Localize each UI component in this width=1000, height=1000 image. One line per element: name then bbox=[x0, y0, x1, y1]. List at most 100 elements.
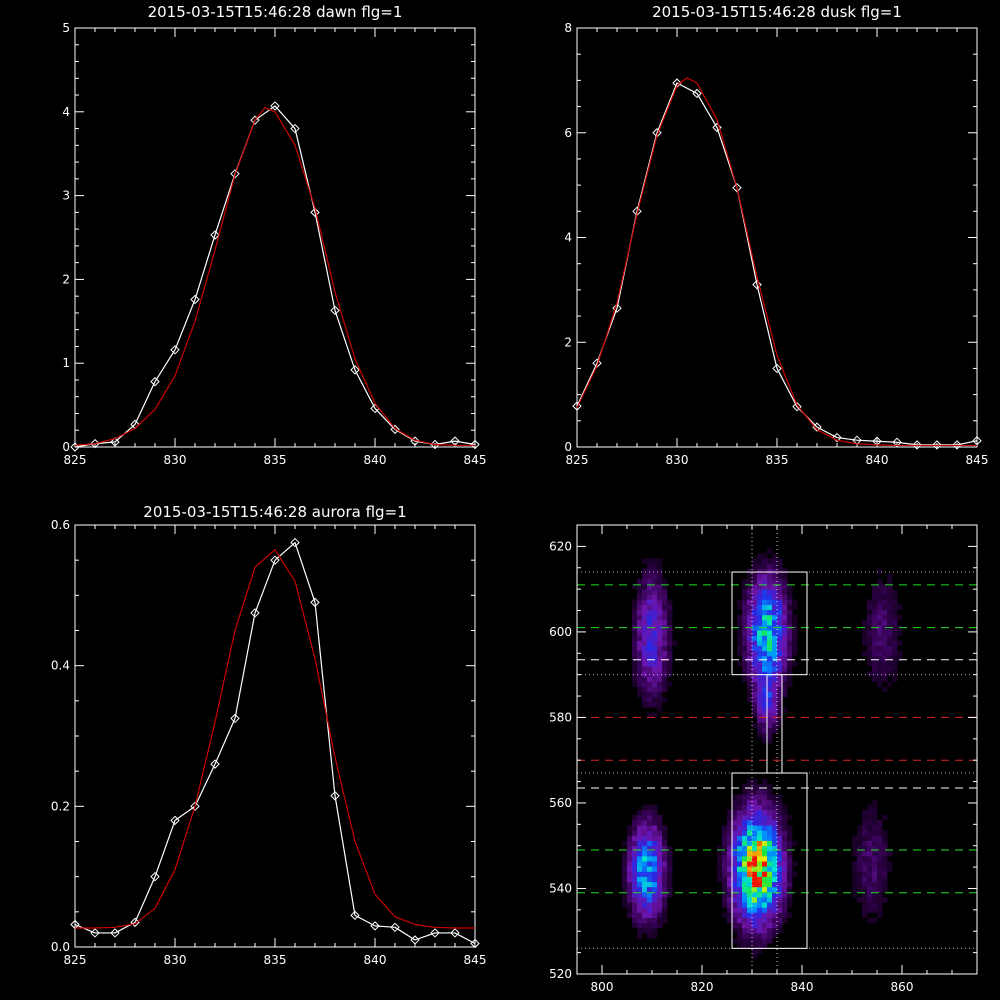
heatmap-cell bbox=[657, 845, 663, 852]
heatmap-cell bbox=[772, 599, 778, 605]
heatmap-cell bbox=[747, 779, 753, 785]
heatmap-cell bbox=[857, 876, 863, 883]
heatmap-cell bbox=[647, 604, 653, 611]
heatmap-cell bbox=[867, 861, 873, 867]
data-point-marker bbox=[290, 537, 300, 548]
heatmap-cell bbox=[652, 599, 658, 605]
heatmap-cell bbox=[867, 809, 873, 816]
heatmap-cell bbox=[657, 578, 663, 585]
heatmap-cell bbox=[647, 932, 653, 939]
heatmap-cell bbox=[752, 830, 758, 836]
heatmap-cell bbox=[777, 835, 783, 841]
heatmap-cell bbox=[887, 671, 893, 677]
heatmap-cell bbox=[732, 922, 738, 929]
heatmap-cell bbox=[732, 876, 738, 883]
heatmap-cell bbox=[767, 845, 773, 852]
heatmap-cell bbox=[782, 917, 788, 924]
heatmap-cell bbox=[787, 660, 793, 667]
heatmap-cell bbox=[867, 830, 873, 836]
heatmap-cell bbox=[897, 614, 903, 621]
heatmap-cell bbox=[657, 814, 663, 821]
heatmap-cell bbox=[777, 809, 783, 816]
heatmap-cell bbox=[762, 696, 768, 703]
heatmap-cell bbox=[877, 897, 883, 903]
heatmap-cell bbox=[657, 897, 663, 903]
heatmap-cell bbox=[772, 871, 778, 877]
heatmap-cell bbox=[647, 578, 653, 585]
heatmap-cell bbox=[867, 917, 873, 924]
heatmap-cell bbox=[772, 573, 778, 580]
heatmap-cell bbox=[777, 871, 783, 877]
heatmap-cell bbox=[882, 666, 888, 672]
data-point-marker bbox=[210, 759, 220, 769]
heatmap-cell bbox=[857, 840, 863, 847]
heatmap-cell bbox=[762, 891, 768, 898]
heatmap-cell bbox=[887, 578, 893, 585]
heatmap-cell bbox=[887, 604, 893, 611]
heatmap-cell bbox=[867, 907, 873, 913]
heatmap-cell bbox=[887, 589, 893, 595]
heatmap-cell bbox=[777, 619, 783, 626]
heatmap-cell bbox=[757, 922, 763, 929]
heatmap-cell bbox=[772, 717, 778, 723]
heatmap-cell bbox=[727, 871, 733, 877]
heatmap-cell bbox=[857, 855, 863, 862]
data-point-marker bbox=[150, 376, 160, 387]
data-point-marker bbox=[190, 294, 200, 305]
heatmap-cell bbox=[757, 881, 763, 888]
heatmap-cell bbox=[767, 696, 773, 703]
heatmap-cell bbox=[877, 912, 883, 918]
heatmap-cell bbox=[662, 589, 668, 595]
heatmap-cell bbox=[752, 840, 758, 847]
heatmap-cell bbox=[667, 876, 673, 883]
heatmap-cell bbox=[732, 902, 738, 908]
heatmap-cell bbox=[877, 625, 883, 631]
heatmap-cell bbox=[767, 799, 773, 806]
heatmap-cell bbox=[657, 584, 663, 590]
heatmap-cell bbox=[742, 927, 748, 934]
heatmap-cell bbox=[642, 871, 648, 877]
heatmap-cell bbox=[752, 871, 758, 877]
heatmap-cell bbox=[767, 932, 773, 939]
heatmap-cell bbox=[777, 666, 783, 672]
heatmap-cell bbox=[737, 599, 743, 605]
heatmap-cell bbox=[782, 619, 788, 626]
heatmap-cell bbox=[652, 702, 658, 708]
data-point-marker bbox=[772, 363, 782, 374]
heatmap-cell bbox=[637, 635, 643, 641]
heatmap-cell bbox=[857, 897, 863, 903]
heatmap-cell bbox=[642, 584, 648, 590]
heatmap-cell bbox=[622, 886, 628, 893]
heatmap-cell bbox=[867, 897, 873, 903]
heatmap-cell bbox=[777, 922, 783, 929]
data-point-marker bbox=[190, 801, 200, 812]
heatmap-cell bbox=[757, 594, 763, 600]
ccd-heatmap-cells bbox=[622, 548, 903, 960]
data-series-line bbox=[576, 82, 978, 446]
heatmap-cell bbox=[777, 614, 783, 621]
heatmap-cell bbox=[772, 820, 778, 826]
heatmap-cell bbox=[737, 650, 743, 657]
heatmap-cell bbox=[727, 835, 733, 841]
heatmap-cell bbox=[657, 573, 663, 580]
heatmap-cell bbox=[767, 784, 773, 790]
heatmap-cell bbox=[752, 907, 758, 913]
heatmap-cell bbox=[857, 871, 863, 877]
heatmap-cell bbox=[867, 650, 873, 657]
heatmap-cell bbox=[642, 691, 648, 698]
heatmap-cell bbox=[652, 645, 658, 652]
heatmap-cell bbox=[642, 886, 648, 893]
heatmap-cell bbox=[852, 835, 858, 841]
heatmap-cell bbox=[862, 891, 868, 898]
heatmap-cell bbox=[647, 558, 653, 564]
heatmap-cell bbox=[652, 932, 658, 939]
heatmap-cell bbox=[642, 850, 648, 857]
heatmap-cell bbox=[872, 876, 878, 883]
heatmap-cell bbox=[872, 820, 878, 826]
heatmap-cell bbox=[657, 589, 663, 595]
heatmap-cell bbox=[657, 825, 663, 831]
heatmap-cell bbox=[877, 825, 883, 831]
heatmap-cell bbox=[767, 578, 773, 585]
heatmap-cell bbox=[642, 702, 648, 708]
heatmap-cell bbox=[777, 702, 783, 708]
